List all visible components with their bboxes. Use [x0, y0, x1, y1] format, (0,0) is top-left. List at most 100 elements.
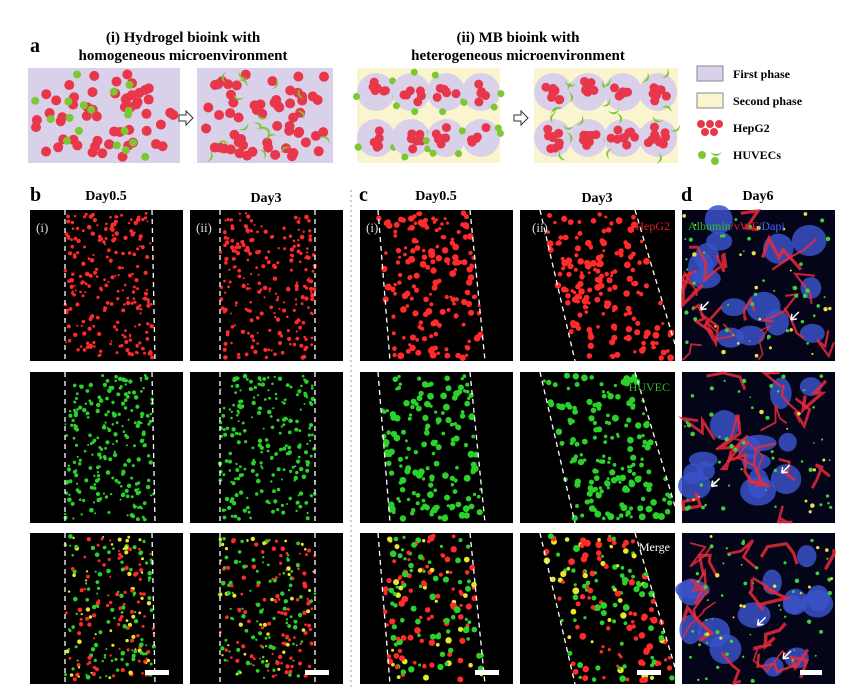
cell	[394, 544, 400, 550]
cell	[469, 564, 476, 571]
cell	[140, 571, 144, 574]
speck	[734, 218, 738, 221]
cell	[117, 266, 122, 270]
image-bg	[30, 533, 183, 684]
cell	[263, 229, 268, 234]
cell	[104, 283, 109, 288]
cell	[151, 627, 155, 631]
cell	[310, 293, 316, 298]
cell	[238, 356, 241, 359]
cell	[604, 215, 608, 219]
fiber	[752, 643, 772, 651]
cell	[467, 450, 475, 458]
cell	[601, 645, 605, 649]
cell	[106, 568, 111, 574]
cell	[87, 326, 92, 331]
cell	[76, 663, 81, 667]
cell	[125, 444, 128, 447]
cell	[142, 443, 147, 448]
cell	[92, 340, 96, 345]
cell	[266, 376, 270, 379]
fiber	[682, 601, 716, 639]
cell	[131, 614, 136, 619]
cell	[239, 671, 242, 674]
scale-bar	[145, 670, 169, 675]
cell	[438, 226, 442, 231]
cell	[94, 570, 97, 573]
column-title: Day3	[250, 191, 281, 206]
hepg2	[81, 110, 92, 121]
cell	[408, 343, 412, 347]
cell	[391, 314, 396, 319]
fiber	[681, 270, 698, 296]
cell	[469, 263, 473, 267]
cell	[592, 435, 598, 440]
cell	[290, 254, 295, 258]
cell	[588, 479, 595, 485]
cell	[401, 429, 406, 435]
cell	[93, 483, 97, 486]
cell	[433, 488, 438, 493]
cell	[114, 374, 118, 379]
speck	[699, 483, 704, 487]
hepg2	[87, 87, 98, 98]
cell	[140, 390, 143, 393]
cell	[230, 584, 234, 588]
schematic-title: (ii) MB bioink with	[457, 30, 581, 46]
cell	[300, 640, 304, 643]
guide-line	[377, 532, 391, 685]
cell	[569, 441, 574, 446]
cell	[148, 460, 153, 465]
cell	[134, 325, 137, 328]
cell	[218, 592, 223, 597]
cell	[382, 609, 388, 615]
cell	[274, 539, 279, 543]
cell	[409, 568, 414, 573]
cell	[296, 459, 301, 464]
cell	[71, 418, 75, 423]
speck	[774, 505, 777, 508]
cell	[413, 221, 418, 225]
speck	[739, 604, 743, 608]
huvec	[439, 108, 447, 116]
cell	[410, 404, 415, 410]
huvec	[607, 108, 620, 115]
cell	[435, 244, 440, 249]
cell	[248, 309, 252, 313]
cell	[278, 431, 282, 435]
cell	[619, 573, 625, 579]
speck	[822, 458, 826, 462]
cell	[650, 598, 656, 604]
cell	[66, 467, 72, 472]
cell	[464, 556, 470, 563]
hepg2	[55, 116, 66, 127]
cell	[73, 332, 78, 337]
cell	[476, 494, 481, 499]
cell	[127, 251, 132, 255]
cell	[457, 657, 464, 664]
cell	[584, 499, 590, 505]
cell	[85, 570, 89, 573]
cell	[310, 396, 315, 402]
image-tag: (i)	[366, 220, 378, 235]
cell	[463, 443, 469, 448]
cell	[228, 469, 232, 472]
cell	[573, 545, 580, 552]
cell	[626, 275, 633, 282]
cell	[240, 329, 246, 334]
cell	[220, 646, 225, 651]
cell	[228, 451, 232, 456]
cell	[594, 296, 601, 303]
speck	[716, 665, 720, 669]
cell	[223, 236, 228, 240]
cell	[431, 533, 436, 539]
cell	[277, 667, 281, 671]
huvec	[121, 146, 130, 155]
cell	[246, 258, 250, 262]
arrow	[178, 109, 194, 127]
cell	[565, 300, 571, 306]
cell	[267, 250, 271, 254]
cell	[425, 423, 431, 429]
cell	[250, 345, 255, 350]
cell	[386, 222, 393, 229]
